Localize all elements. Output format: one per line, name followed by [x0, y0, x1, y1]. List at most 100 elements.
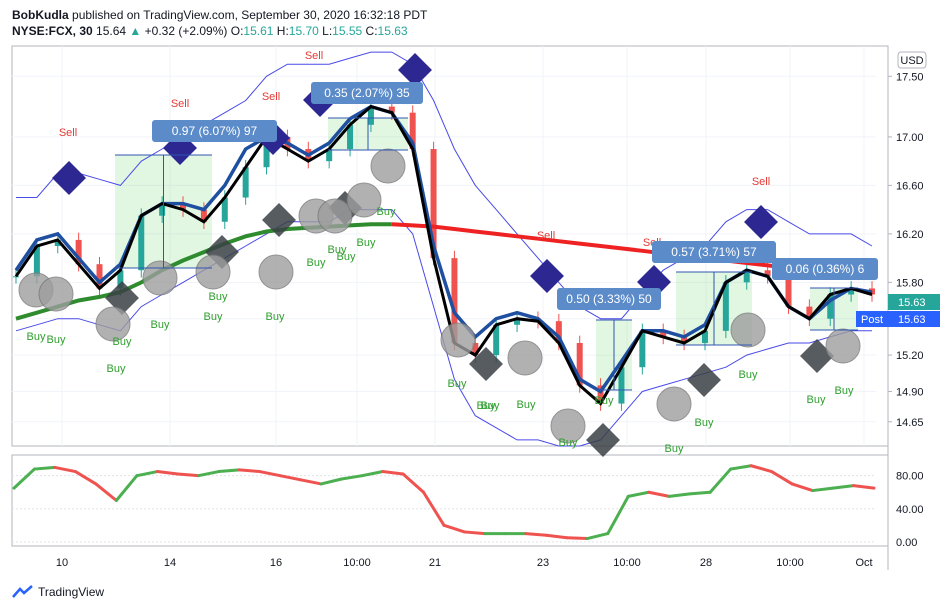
buy-diamond-6	[687, 363, 721, 397]
buy-label-12: Buy	[377, 206, 396, 218]
osc-segment-35	[708, 467, 733, 494]
osc-segment-29	[585, 532, 610, 541]
time-tick-label-7: 28	[700, 557, 712, 569]
measure-box-2	[557, 288, 661, 310]
buy-label-18: Buy	[595, 395, 614, 407]
buy-label-8: Buy	[307, 257, 326, 269]
price-tick-label-1: 14.90	[896, 386, 924, 398]
candle-body-10	[221, 197, 228, 222]
osc-segment-26	[524, 532, 548, 537]
symbol: NYSE:FCX, 30	[12, 24, 93, 38]
low-value: 15.55	[332, 24, 363, 38]
price-tick-label-2: 15.20	[896, 350, 924, 362]
price-tick-label-5: 16.20	[896, 229, 924, 241]
candle-body-24	[514, 318, 521, 325]
time-tick-label-9: Oct	[855, 557, 872, 569]
candle-body-27	[576, 342, 583, 386]
buy-circle-8	[346, 182, 382, 218]
osc-segment-17	[340, 474, 364, 481]
osc-tick-label-1: 40.00	[896, 504, 924, 516]
time-tick-label-6: 10:00	[613, 557, 641, 569]
candle-body-30	[639, 330, 646, 368]
candle-body-29	[618, 367, 625, 404]
osc-segment-34	[688, 490, 712, 496]
buy-label-21: Buy	[739, 369, 758, 381]
candle-body-5	[117, 270, 124, 289]
buy-label-14: Buy	[477, 400, 496, 412]
osc-segment-6	[114, 474, 139, 502]
candle-body-0	[13, 276, 19, 278]
post-price-tag	[888, 311, 940, 327]
candle-body-35	[743, 270, 750, 283]
buy-diamond-2	[262, 203, 296, 237]
price-tag	[888, 294, 940, 310]
buy-label-16: Buy	[517, 399, 536, 411]
candle-body-17	[367, 106, 374, 125]
buy-label-2: Buy	[107, 363, 126, 375]
osc-segment-33	[667, 492, 692, 498]
time-tick-label-2: 16	[270, 557, 282, 569]
time-tick-label-1: 14	[164, 557, 176, 569]
buy-label-7: Buy	[266, 311, 285, 323]
buy-label-6: Buy	[209, 291, 228, 303]
candle-body-31	[660, 330, 667, 337]
buy-circle-2	[95, 306, 131, 342]
tradingview-logo-icon	[12, 585, 33, 598]
oscillator	[12, 464, 876, 541]
osc-tick-label-0: 80.00	[896, 471, 924, 483]
osc-segment-5	[94, 482, 118, 502]
author-name: BobKudla	[12, 8, 69, 22]
buy-label-19: Buy	[665, 443, 684, 455]
buy-diamond-7	[800, 339, 834, 373]
osc-segment-8	[155, 470, 180, 476]
buy-label-22: Buy	[807, 394, 826, 406]
last-price: 15.64	[96, 24, 127, 38]
measure-box-4	[772, 258, 878, 280]
price-tag-value: 15.63	[898, 297, 926, 309]
osc-segment-39	[790, 482, 815, 493]
osc-segment-22	[442, 523, 466, 534]
candle-body-33	[701, 330, 708, 343]
footer-brand[interactable]: TradingView	[12, 585, 104, 599]
publish-info: published on TradingView.com, September …	[72, 8, 428, 22]
price-tick-label-0: 14.65	[896, 417, 924, 429]
time-tick-label-5: 23	[537, 557, 549, 569]
osc-segment-13	[258, 470, 282, 478]
buy-diamond-5	[586, 423, 620, 457]
candle-body-20	[430, 149, 437, 259]
sell-diamond-7	[744, 205, 778, 239]
osc-segment-1	[12, 467, 36, 490]
candle-body-36	[764, 270, 771, 277]
post-tag	[856, 311, 888, 327]
osc-segment-7	[135, 470, 159, 478]
post-tag-label: Post	[861, 314, 883, 326]
close-value: 15.63	[377, 24, 408, 38]
osc-segment-4	[73, 470, 98, 486]
price-tick-label-8: 17.50	[896, 71, 924, 83]
time-tick-label-8: 10:00	[776, 557, 804, 569]
candle-body-18	[388, 106, 395, 113]
osc-segment-18	[360, 470, 385, 478]
osc-segment-31	[626, 490, 651, 498]
buy-label-0: Buy	[27, 331, 46, 343]
measure-box-3	[652, 241, 776, 263]
osc-segment-20	[401, 472, 426, 494]
measure-label-0: 0.97 (6.07%) 97	[172, 124, 258, 138]
measure-label-2: 0.50 (3.33%) 50	[566, 292, 652, 306]
measure-label-4: 0.06 (0.36%) 6	[786, 262, 865, 276]
time-tick-label-0: 10	[56, 557, 68, 569]
high-label: H:	[276, 24, 289, 38]
price-tick-label-7: 17.00	[896, 132, 924, 144]
price-tick-label-6: 16.60	[896, 180, 924, 192]
osc-segment-12	[237, 468, 262, 474]
osc-segment-10	[196, 470, 221, 478]
currency-button[interactable]	[897, 51, 927, 69]
buy-circle-1	[38, 276, 74, 312]
candle-body-26	[555, 321, 562, 343]
candle-body-21	[451, 258, 458, 343]
osc-segment-19	[381, 470, 405, 476]
candle-body-7	[159, 203, 166, 216]
candle-body-22	[472, 342, 479, 356]
osc-segment-32	[647, 490, 671, 498]
